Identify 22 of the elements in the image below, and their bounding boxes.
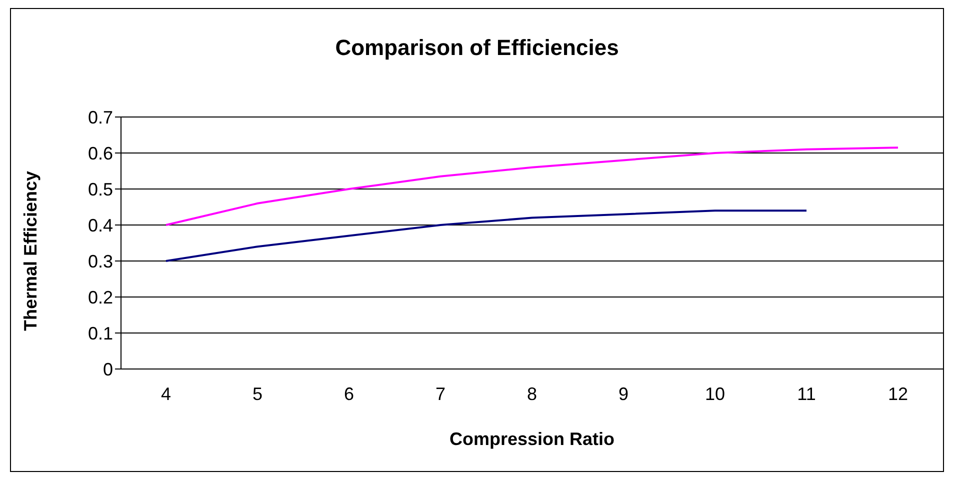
y-tick-label: 0.1 (88, 323, 113, 344)
line-series (165, 210, 808, 262)
y-tick-label: 0.4 (88, 215, 113, 236)
x-axis-title: Compression Ratio (448, 429, 616, 450)
x-tick-label: 11 (797, 384, 816, 404)
y-tick-label: 0 (102, 359, 113, 380)
x-tick-label: 4 (160, 384, 172, 404)
y-axis-title: Thermal Efficiency (20, 170, 42, 332)
x-tick-label: 5 (252, 384, 263, 404)
x-tick-label: 9 (618, 384, 629, 404)
y-tick-label: 0.5 (88, 179, 113, 200)
x-tick-label: 10 (704, 384, 726, 404)
y-tick-label: 0.7 (88, 107, 113, 128)
x-tick-label: 8 (526, 384, 538, 404)
x-tick-label: 7 (435, 384, 446, 404)
y-tick-label: 0.2 (88, 287, 113, 308)
y-tick-label: 0.3 (88, 251, 113, 272)
chart-title: Comparison of Efficiencies (334, 35, 620, 61)
x-tick-label: 6 (344, 384, 354, 404)
y-tick-label: 0.6 (88, 143, 113, 164)
x-tick-label: 12 (888, 384, 908, 404)
line-series (165, 146, 899, 226)
